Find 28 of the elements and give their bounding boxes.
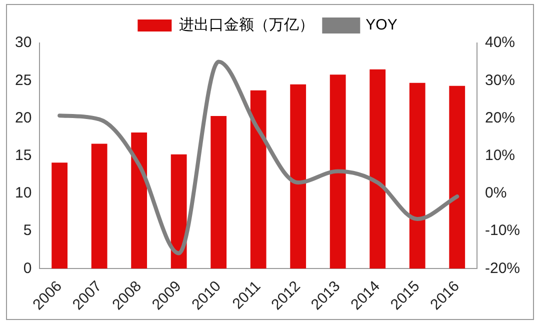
y-tick-label: 0 xyxy=(23,260,32,277)
y-tick-label: 20 xyxy=(14,109,32,126)
bar xyxy=(250,90,266,269)
bar xyxy=(370,69,386,269)
y2-tick-label: 0% xyxy=(484,184,507,202)
y2-tick-label: -20% xyxy=(484,260,520,277)
legend-label: YOY xyxy=(366,16,398,34)
y2-tick-label: 40% xyxy=(484,34,516,52)
y2-tick-label: -10% xyxy=(484,222,520,240)
y-tick-label: 30 xyxy=(14,34,32,52)
bar xyxy=(91,144,108,269)
bar xyxy=(449,86,466,269)
y-tick-label: 5 xyxy=(23,222,32,240)
bar xyxy=(409,82,426,269)
bar xyxy=(330,74,346,269)
y2-tick-label: 30% xyxy=(484,72,516,89)
y-tick-label: 25 xyxy=(14,72,32,89)
y-tick-label: 15 xyxy=(14,146,32,164)
y2-tick-label: 10% xyxy=(484,146,516,164)
bar xyxy=(170,154,187,269)
bar xyxy=(52,162,68,269)
y2-tick-label: 20% xyxy=(484,109,516,126)
bar xyxy=(210,116,227,269)
bar xyxy=(131,132,148,269)
legend-label: 进出口金额（万亿） xyxy=(179,16,314,34)
line-series xyxy=(58,60,460,256)
y-tick-label: 10 xyxy=(14,184,32,202)
bar xyxy=(290,84,306,269)
